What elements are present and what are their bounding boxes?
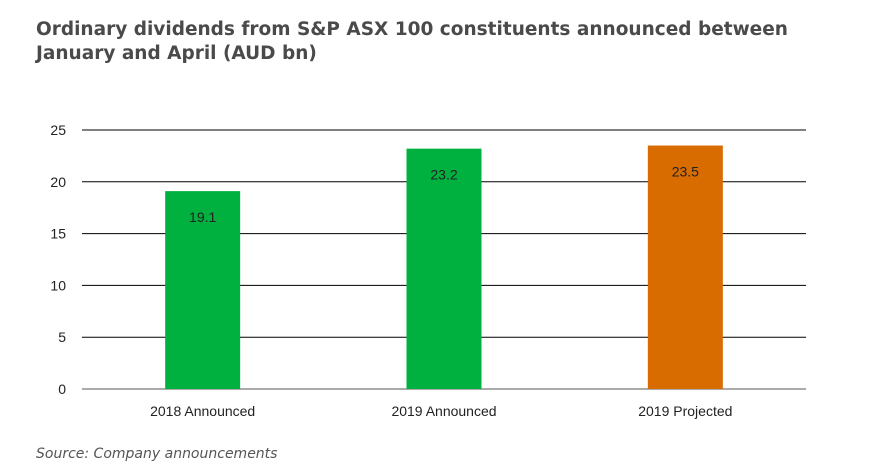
data-label-3: 23.5 <box>672 164 699 180</box>
data-label-1: 19.1 <box>189 209 216 225</box>
x-category-label-1: 2018 Announced <box>150 403 255 419</box>
y-tick-label-20: 20 <box>50 174 66 190</box>
x-category-label-2: 2019 Announced <box>391 403 496 419</box>
chart-title-line-2: January and April (AUD bn) <box>36 43 317 64</box>
y-tick-label-0: 0 <box>58 381 66 397</box>
bar-1 <box>165 191 241 389</box>
y-tick-label-10: 10 <box>50 277 66 293</box>
y-tick-label-15: 15 <box>50 226 66 242</box>
y-axis-ticks: 0 5 10 15 20 25 <box>50 122 66 397</box>
source-note: Source: Company announcements <box>36 446 278 462</box>
bar-3 <box>647 145 723 389</box>
chart-title: Ordinary dividends from S&P ASX 100 cons… <box>36 18 856 66</box>
x-category-label-3: 2019 Projected <box>638 403 732 419</box>
y-tick-label-5: 5 <box>58 329 66 345</box>
chart-title-line-1: Ordinary dividends from S&P ASX 100 cons… <box>36 19 788 40</box>
x-axis-categories: 2018 Announced 2019 Announced 2019 Project… <box>150 403 732 419</box>
bar-2 <box>406 148 482 389</box>
data-label-2: 23.2 <box>430 167 457 183</box>
bars: 19.1 23.2 23.5 <box>165 145 723 389</box>
y-tick-label-25: 25 <box>50 122 66 138</box>
